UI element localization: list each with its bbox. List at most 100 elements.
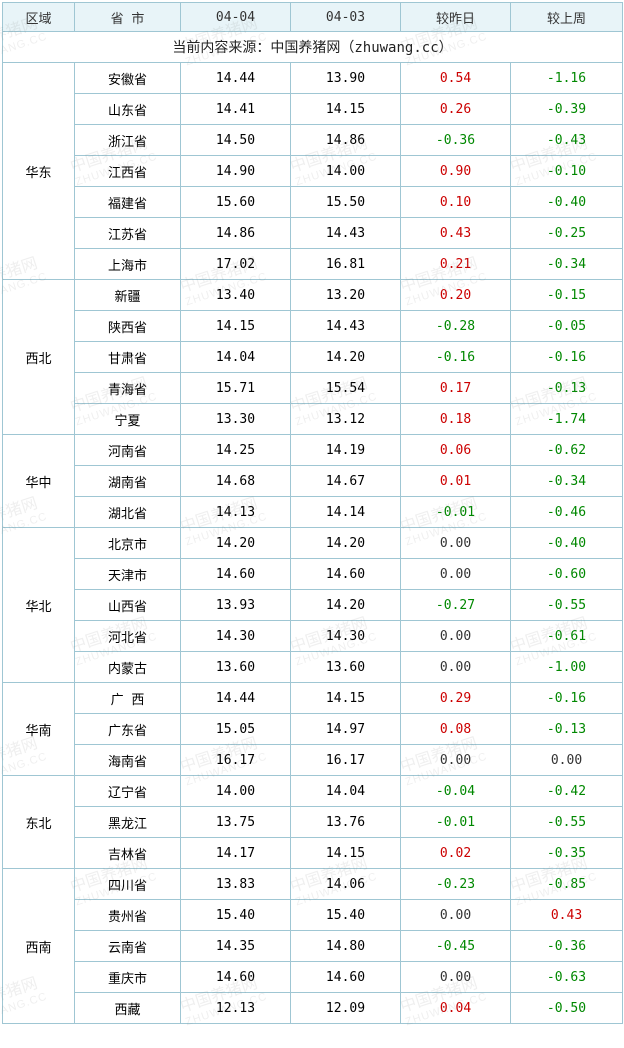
delta-day: 0.00	[401, 528, 511, 559]
delta-week: 0.00	[511, 745, 623, 776]
province-cell: 重庆市	[75, 962, 181, 993]
delta-week: -0.39	[511, 94, 623, 125]
value-d1: 13.40	[181, 280, 291, 311]
value-d1: 14.15	[181, 311, 291, 342]
delta-day: 0.02	[401, 838, 511, 869]
value-d1: 14.04	[181, 342, 291, 373]
delta-day: 0.29	[401, 683, 511, 714]
delta-day: 0.20	[401, 280, 511, 311]
delta-week: -0.46	[511, 497, 623, 528]
value-d1: 15.60	[181, 187, 291, 218]
source-row: 当前内容来源：中国养猪网（zhuwang.cc）	[3, 32, 623, 63]
value-d2: 14.80	[291, 931, 401, 962]
table-header-row: 区域 省 市 04-04 04-03 较昨日 较上周	[3, 3, 623, 32]
col-date2: 04-03	[291, 3, 401, 32]
delta-day: -0.27	[401, 590, 511, 621]
delta-week: 0.43	[511, 900, 623, 931]
delta-week: -0.40	[511, 528, 623, 559]
delta-day: 0.10	[401, 187, 511, 218]
delta-day: 0.90	[401, 156, 511, 187]
region-cell: 华中	[3, 435, 75, 528]
province-cell: 海南省	[75, 745, 181, 776]
delta-day: -0.16	[401, 342, 511, 373]
province-cell: 广东省	[75, 714, 181, 745]
table-row: 重庆市14.6014.600.00-0.63	[3, 962, 623, 993]
value-d1: 17.02	[181, 249, 291, 280]
value-d1: 14.50	[181, 125, 291, 156]
province-cell: 湖南省	[75, 466, 181, 497]
value-d1: 13.30	[181, 404, 291, 435]
value-d2: 14.20	[291, 528, 401, 559]
table-row: 华北北京市14.2014.200.00-0.40	[3, 528, 623, 559]
province-cell: 福建省	[75, 187, 181, 218]
delta-week: -0.35	[511, 838, 623, 869]
table-row: 黑龙江13.7513.76-0.01-0.55	[3, 807, 623, 838]
value-d1: 14.30	[181, 621, 291, 652]
table-row: 内蒙古13.6013.600.00-1.00	[3, 652, 623, 683]
region-cell: 东北	[3, 776, 75, 869]
value-d2: 15.50	[291, 187, 401, 218]
delta-week: -0.25	[511, 218, 623, 249]
delta-week: -0.50	[511, 993, 623, 1024]
value-d2: 13.12	[291, 404, 401, 435]
delta-week: -0.61	[511, 621, 623, 652]
value-d1: 14.60	[181, 559, 291, 590]
province-cell: 新疆	[75, 280, 181, 311]
value-d2: 14.14	[291, 497, 401, 528]
province-cell: 上海市	[75, 249, 181, 280]
table-row: 宁夏13.3013.120.18-1.74	[3, 404, 623, 435]
table-row: 浙江省14.5014.86-0.36-0.43	[3, 125, 623, 156]
value-d2: 15.40	[291, 900, 401, 931]
table-row: 东北辽宁省14.0014.04-0.04-0.42	[3, 776, 623, 807]
province-cell: 河南省	[75, 435, 181, 466]
table-row: 江西省14.9014.000.90-0.10	[3, 156, 623, 187]
province-cell: 内蒙古	[75, 652, 181, 683]
delta-week: -0.13	[511, 714, 623, 745]
value-d1: 15.40	[181, 900, 291, 931]
value-d1: 14.86	[181, 218, 291, 249]
table-row: 吉林省14.1714.150.02-0.35	[3, 838, 623, 869]
delta-day: 0.21	[401, 249, 511, 280]
value-d2: 14.67	[291, 466, 401, 497]
province-cell: 山东省	[75, 94, 181, 125]
delta-day: 0.00	[401, 745, 511, 776]
delta-week: -0.62	[511, 435, 623, 466]
table-row: 江苏省14.8614.430.43-0.25	[3, 218, 623, 249]
col-dweek: 较上周	[511, 3, 623, 32]
table-row: 广东省15.0514.970.08-0.13	[3, 714, 623, 745]
delta-day: -0.01	[401, 807, 511, 838]
delta-day: -0.45	[401, 931, 511, 962]
delta-week: -0.43	[511, 125, 623, 156]
delta-day: 0.17	[401, 373, 511, 404]
value-d1: 15.05	[181, 714, 291, 745]
province-cell: 四川省	[75, 869, 181, 900]
table-row: 山东省14.4114.150.26-0.39	[3, 94, 623, 125]
province-cell: 云南省	[75, 931, 181, 962]
value-d2: 13.90	[291, 63, 401, 94]
delta-day: 0.54	[401, 63, 511, 94]
delta-day: -0.04	[401, 776, 511, 807]
table-row: 西藏12.1312.090.04-0.50	[3, 993, 623, 1024]
value-d1: 14.90	[181, 156, 291, 187]
table-row: 西北新疆13.4013.200.20-0.15	[3, 280, 623, 311]
province-cell: 北京市	[75, 528, 181, 559]
value-d1: 13.83	[181, 869, 291, 900]
col-region: 区域	[3, 3, 75, 32]
delta-day: 0.00	[401, 621, 511, 652]
value-d2: 14.60	[291, 962, 401, 993]
delta-day: 0.00	[401, 962, 511, 993]
table-row: 华南广 西14.4414.150.29-0.16	[3, 683, 623, 714]
delta-week: -0.60	[511, 559, 623, 590]
province-cell: 吉林省	[75, 838, 181, 869]
delta-day: 0.04	[401, 993, 511, 1024]
value-d2: 16.17	[291, 745, 401, 776]
value-d1: 16.17	[181, 745, 291, 776]
value-d1: 14.00	[181, 776, 291, 807]
province-cell: 安徽省	[75, 63, 181, 94]
value-d2: 14.43	[291, 218, 401, 249]
value-d1: 14.25	[181, 435, 291, 466]
table-row: 西南四川省13.8314.06-0.23-0.85	[3, 869, 623, 900]
value-d2: 14.00	[291, 156, 401, 187]
province-cell: 江西省	[75, 156, 181, 187]
table-row: 河北省14.3014.300.00-0.61	[3, 621, 623, 652]
